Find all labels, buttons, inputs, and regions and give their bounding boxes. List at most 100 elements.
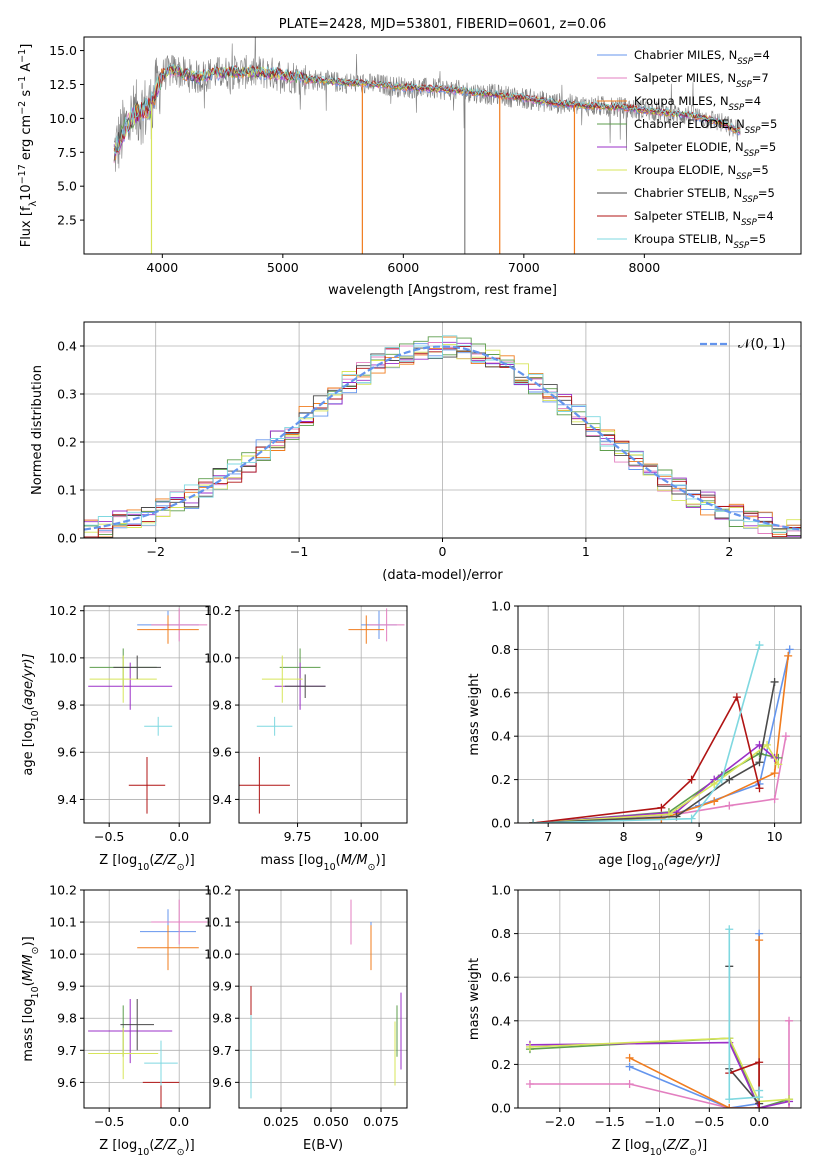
y-tick-label: 9.9 <box>212 979 232 994</box>
data-point-2 <box>137 615 199 644</box>
plot-area <box>84 606 210 823</box>
series-marker <box>732 693 741 702</box>
legend-name: Kroupa STELIB, N <box>634 232 734 246</box>
series-marker <box>725 1104 734 1108</box>
legend-value: =4 <box>753 48 770 62</box>
series-marker <box>770 795 779 804</box>
y-tick-label: 9.4 <box>57 792 77 807</box>
panel-residual-histogram: −2 −1 0 1 2 0.0 0.1 0.2 0.3 0.4 <box>57 321 802 559</box>
figure-title: PLATE=2428, MJD=53801, FIBERID=0601, z=0… <box>279 17 606 32</box>
legend-sub: SSP <box>745 126 761 136</box>
x-tick-label: −0.5 <box>694 1114 724 1129</box>
y-axis-label-part: ( <box>21 981 36 986</box>
axes-frame <box>83 36 802 255</box>
y-tick-label: 0.1 <box>57 483 77 498</box>
series-8 <box>529 641 764 823</box>
y-tick-label: 0.2 <box>491 1057 511 1072</box>
series-marker <box>755 1086 764 1095</box>
legend-sub: SSP <box>742 195 758 205</box>
y-tick-label: 0.8 <box>491 926 511 941</box>
y-tick-label: 0.3 <box>57 387 77 402</box>
y-axis-label-part: −1 <box>17 49 28 63</box>
data-point-4 <box>88 662 173 710</box>
series-marker <box>755 1104 764 1108</box>
data-point-5 <box>261 655 303 703</box>
legend-entry-8: Kroupa STELIB, NSSP=5 <box>634 232 766 251</box>
plot-area <box>239 890 407 1108</box>
series-marker <box>657 803 666 812</box>
x-axis-label-part: 10 <box>137 1147 149 1158</box>
y-tick-label: 1.0 <box>491 599 511 614</box>
x-tick-label: 9 <box>695 829 703 844</box>
x-axis-label-part: Z [log <box>99 853 137 868</box>
x-tick-label: 8000 <box>628 260 660 275</box>
x-axis-label: Z [log10(Z/Z⊙)] <box>99 853 194 873</box>
series-marker <box>725 925 734 934</box>
data-point-7 <box>239 756 290 814</box>
axes-frame <box>83 889 211 1109</box>
y-tick-label: 15.0 <box>49 43 77 58</box>
x-tick-label: 8 <box>620 829 628 844</box>
y-tick-label: 10.2 <box>49 883 77 898</box>
series-marker <box>781 732 790 741</box>
series-marker <box>725 1095 734 1104</box>
x-axis-label-part: Z [log <box>612 1138 650 1153</box>
legend-sub: SSP <box>741 218 757 228</box>
x-axis-label: wavelength [Angstrom, rest frame] <box>328 283 557 298</box>
y-axis-label-part: s <box>19 90 34 101</box>
x-tick-label: 9.75 <box>284 829 312 844</box>
y-tick-label: 5.0 <box>57 179 77 194</box>
y-tick-label: 9.8 <box>57 1011 77 1026</box>
legend-name: Salpeter ELODIE, N <box>634 140 744 154</box>
series-8 <box>725 925 764 1104</box>
series-7 <box>529 693 764 823</box>
legend-value: =5 <box>759 140 776 154</box>
y-tick-label: 9.8 <box>212 698 232 713</box>
y-tick-label: 0.0 <box>491 816 511 831</box>
x-tick-label: 0 <box>439 544 447 559</box>
y-axis-label: mass weight <box>467 958 482 1040</box>
legend-value: =5 <box>752 163 769 177</box>
series-marker <box>763 740 772 749</box>
legend-entry-2: Kroupa MILES, NSSP=4 <box>634 94 761 113</box>
series-marker <box>755 641 764 650</box>
legend-value: =4 <box>757 209 774 223</box>
y-tick-label: 0.2 <box>57 435 77 450</box>
y-tick-label: 0.6 <box>491 685 511 700</box>
x-axis-label-part: Z [log <box>99 1138 137 1153</box>
x-axis-label: mass [log10(M/M⊙)] <box>260 853 385 873</box>
x-axis-label-part: 10 <box>650 1147 662 1158</box>
series-marker <box>525 1080 534 1089</box>
x-axis-label-part: mass [log <box>260 853 323 868</box>
x-axis-label: age [log10(age/yr)] <box>598 853 720 873</box>
data-point-1 <box>151 608 208 642</box>
legend-entry-1: Salpeter MILES, NSSP=7 <box>634 71 769 90</box>
x-tick-label: −1 <box>290 544 308 559</box>
y-tick-label: 9.4 <box>212 792 232 807</box>
x-tick-label: 0.0 <box>749 1114 769 1129</box>
x-tick-label: 4000 <box>146 260 178 275</box>
y-tick-label: 0.2 <box>491 772 511 787</box>
legend-value: =4 <box>744 94 761 108</box>
x-tick-label: 0.0 <box>169 1114 189 1129</box>
x-axis-label: Z [log10(Z/Z⊙)] <box>612 1138 707 1158</box>
panel-mass-weight-vs-age: 7 8 9 10 0.0 0.2 0.4 0.6 0.8 1.0 <box>491 599 802 844</box>
plot-area <box>84 322 801 538</box>
panel-mass-weight-vs-Z: −2.0 −1.5 −1.0 −0.5 0.0 0.0 0.2 0.4 0.6 0.8 1.0 <box>491 883 802 1129</box>
x-axis-label-part: Z/Z <box>666 1138 690 1153</box>
legend-sub: SSP <box>744 149 760 159</box>
y-tick-label: 7.5 <box>57 145 77 160</box>
series-marker <box>525 1042 534 1051</box>
series-line <box>629 940 760 1108</box>
series-line <box>728 966 760 1105</box>
x-axis-label-part: ( <box>336 853 341 868</box>
x-tick-label: 7000 <box>508 260 540 275</box>
data-point-1 <box>151 899 208 945</box>
legend-name: Chabrier STELIB, N <box>634 186 742 200</box>
series-marker <box>687 775 696 784</box>
data-point-6 <box>113 655 161 680</box>
data-point-8 <box>256 716 293 736</box>
y-tick-label: 10.0 <box>49 111 77 126</box>
series-marker <box>785 1095 794 1104</box>
y-tick-label: 10.0 <box>49 650 77 665</box>
